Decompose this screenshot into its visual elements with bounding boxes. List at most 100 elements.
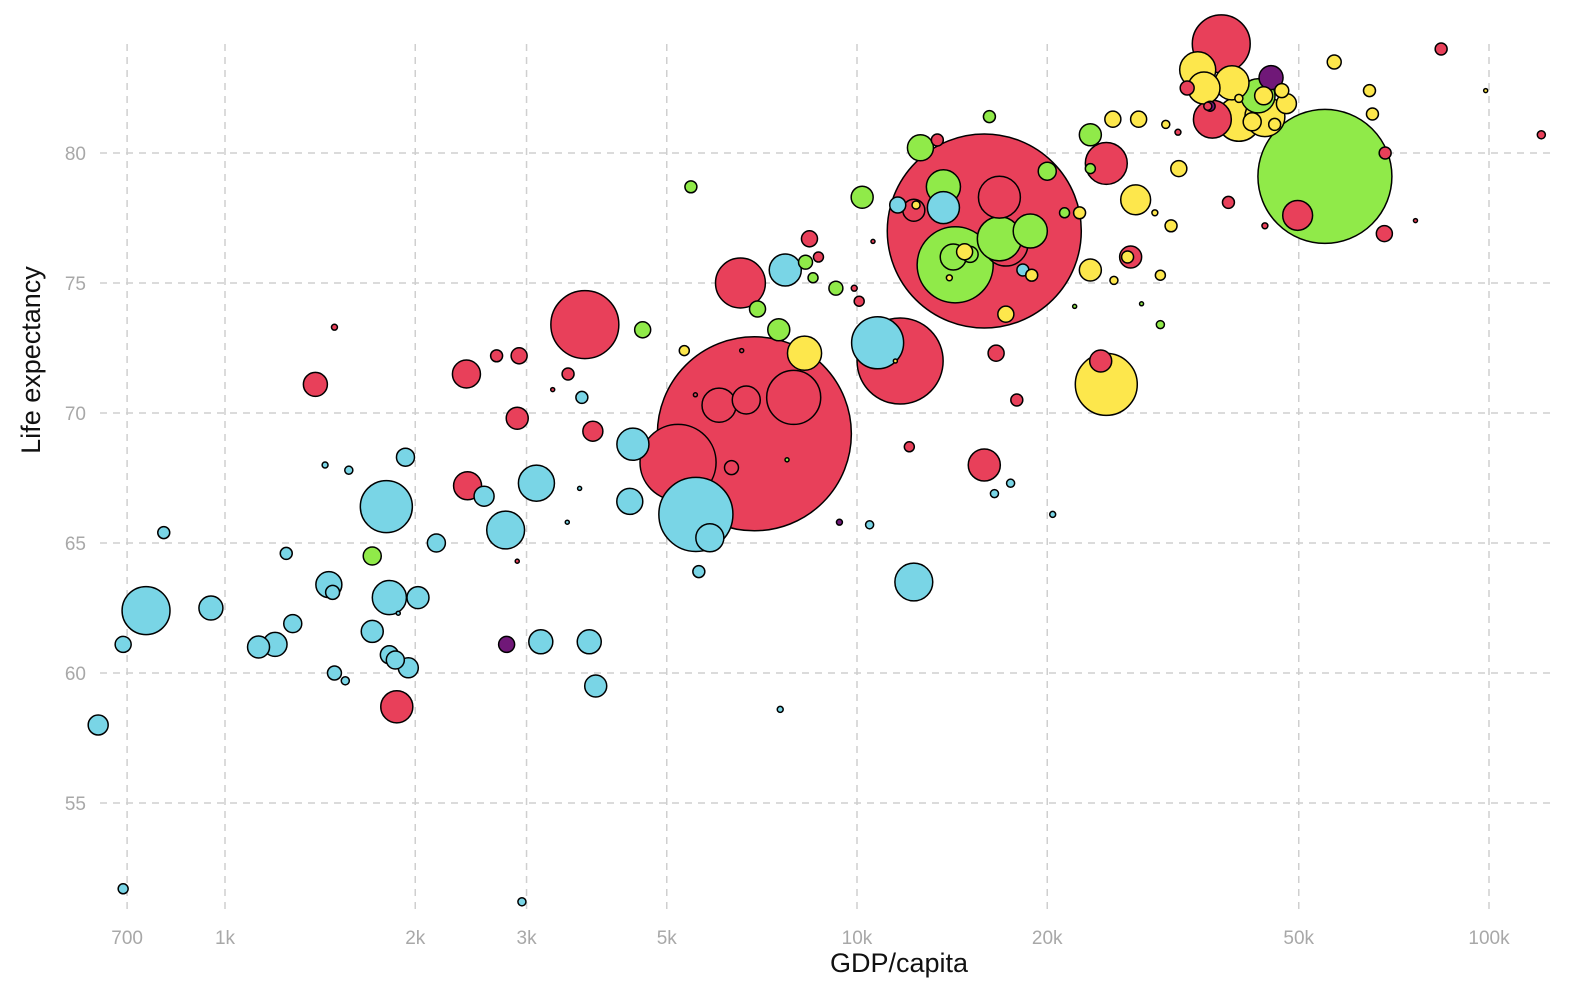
bubble-point bbox=[360, 619, 385, 644]
bubble-point bbox=[279, 546, 293, 561]
y-tick-label: 70 bbox=[65, 404, 86, 425]
bubble-point bbox=[1482, 87, 1489, 94]
bubble-point bbox=[1253, 86, 1274, 106]
bubble-point bbox=[1151, 209, 1159, 217]
bubble-point bbox=[768, 253, 803, 287]
bubble-point bbox=[1281, 199, 1314, 232]
bubble-point bbox=[1088, 349, 1113, 373]
bubble-point bbox=[906, 134, 935, 162]
x-axis-label: GDP/capita bbox=[830, 948, 969, 978]
bubble-point bbox=[911, 200, 921, 210]
bubble-point bbox=[616, 487, 644, 516]
bubble-point bbox=[550, 289, 620, 360]
bubble-point bbox=[1362, 83, 1377, 98]
bubble-point bbox=[1242, 112, 1262, 132]
bubble-point bbox=[1078, 123, 1103, 147]
bubble-point bbox=[945, 274, 954, 282]
bubble-point bbox=[616, 427, 650, 461]
bubble-point bbox=[1104, 110, 1122, 128]
x-tick-label: 700 bbox=[111, 928, 143, 949]
x-tick-label: 50k bbox=[1283, 928, 1314, 949]
bubble-point bbox=[1154, 269, 1167, 281]
bubble-point bbox=[564, 519, 571, 525]
bubble-point bbox=[385, 650, 406, 670]
bubble-point bbox=[1274, 82, 1290, 99]
bubble-point bbox=[977, 175, 1022, 219]
bubble-point bbox=[576, 485, 583, 492]
y-tick-label: 75 bbox=[65, 274, 86, 295]
bubble-point bbox=[326, 665, 343, 681]
y-tick-label: 65 bbox=[65, 534, 86, 555]
bubble-point bbox=[1434, 42, 1448, 56]
bubble-point bbox=[692, 564, 706, 579]
bubble-point bbox=[485, 510, 526, 550]
bubble-point bbox=[853, 295, 865, 307]
bubble-point bbox=[888, 196, 907, 214]
bubble-point bbox=[1214, 65, 1250, 101]
bubble-point bbox=[955, 243, 974, 261]
bubble-point bbox=[517, 897, 527, 907]
bubble-point bbox=[117, 883, 129, 895]
bubble-point bbox=[767, 318, 791, 342]
bubble-point bbox=[776, 705, 784, 714]
bubble-point bbox=[380, 690, 414, 724]
bubble-point bbox=[1084, 141, 1129, 186]
bubble-point bbox=[930, 133, 945, 147]
x-tick-label: 10k bbox=[842, 928, 873, 949]
bubble-point bbox=[426, 533, 447, 553]
bubble-point bbox=[870, 238, 876, 245]
x-tick-label: 20k bbox=[1032, 928, 1063, 949]
bubble-point bbox=[1378, 146, 1392, 160]
bubble-point bbox=[582, 420, 604, 442]
bubble-point bbox=[359, 479, 414, 534]
bubble-point bbox=[1084, 162, 1097, 175]
bubble-point bbox=[1109, 275, 1119, 286]
y-tick-label: 55 bbox=[65, 794, 86, 815]
bubble-point bbox=[684, 180, 698, 194]
x-tick-label: 100k bbox=[1468, 928, 1510, 949]
bubble-point bbox=[1005, 478, 1016, 488]
bubbles bbox=[87, 14, 1547, 907]
bubble-point bbox=[1071, 303, 1078, 310]
bubble-point bbox=[633, 321, 652, 339]
bubble-point bbox=[451, 359, 482, 389]
bubble-point bbox=[1234, 93, 1244, 104]
bubble-point bbox=[678, 344, 691, 357]
bubble-point bbox=[765, 369, 822, 426]
bubble-point bbox=[321, 461, 329, 469]
bubble-point bbox=[497, 635, 516, 654]
bubble-point bbox=[561, 367, 575, 381]
y-axis-label: Life expectancy bbox=[16, 266, 46, 454]
bubble-point bbox=[576, 629, 602, 655]
bubble-point bbox=[489, 349, 504, 363]
x-tick-label: 2k bbox=[405, 928, 426, 949]
bubble-point bbox=[1365, 107, 1380, 121]
bubble-point bbox=[692, 392, 699, 398]
bubble-point bbox=[1138, 301, 1145, 307]
bubble-point bbox=[395, 447, 416, 467]
bubble-point bbox=[505, 406, 529, 430]
bubble-point bbox=[1120, 250, 1135, 264]
bubble-point bbox=[967, 448, 1002, 482]
bubble-point bbox=[828, 280, 844, 296]
bubble-point bbox=[797, 254, 814, 270]
bubble-point bbox=[549, 386, 556, 393]
bubble-point bbox=[786, 335, 823, 371]
bubble-point bbox=[701, 387, 737, 423]
bubble-point bbox=[324, 584, 341, 601]
bubble-point bbox=[283, 613, 303, 634]
bubble-point bbox=[1129, 110, 1148, 128]
bubble-point bbox=[892, 358, 899, 364]
bubble-point bbox=[1072, 206, 1087, 220]
bubble-point bbox=[583, 674, 608, 698]
bubble-point bbox=[989, 488, 1000, 499]
bubble-point bbox=[1179, 80, 1195, 96]
bubble-point bbox=[1119, 184, 1152, 216]
bubble-point bbox=[1160, 119, 1171, 130]
bubble-point bbox=[1012, 213, 1049, 249]
bubble-point bbox=[835, 518, 844, 526]
bubble-point bbox=[302, 371, 329, 398]
bubble-point bbox=[114, 635, 132, 654]
x-tick-label: 1k bbox=[215, 928, 236, 949]
